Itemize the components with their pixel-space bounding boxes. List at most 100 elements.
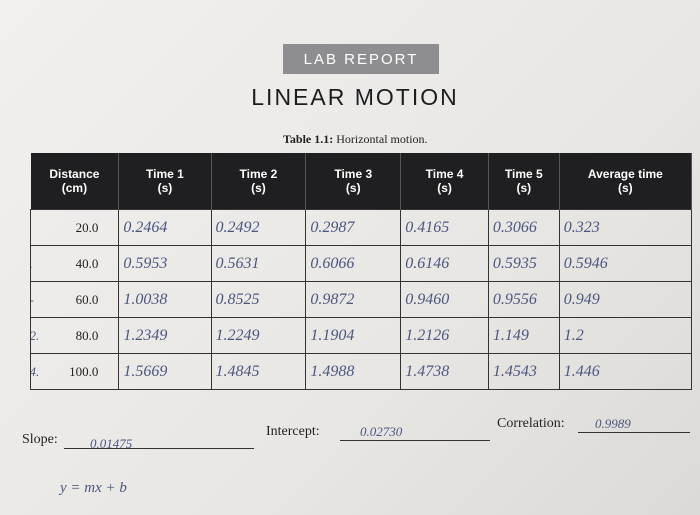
cell-text: 0.9556 [492, 290, 537, 308]
cell-text: 0.6066 [310, 254, 355, 272]
column-header: Time 1 (s) [118, 153, 212, 210]
cell-text: 1.4845 [215, 362, 260, 380]
intercept-value: 0.02730 [360, 424, 403, 439]
header-text: Time 1 [146, 167, 184, 181]
table-row: 8. 40.0 0.5953 0.5631 0.6066 0.6146 0.5935 0.59… [29, 245, 693, 282]
time-cell: 1.1904 [305, 317, 402, 354]
column-header: Average time (s) [559, 153, 693, 210]
time-cell: 1.0038 [118, 281, 212, 318]
cell-text: 1.5669 [123, 362, 168, 380]
title: LINEAR MOTION [251, 84, 459, 110]
time-cell: 0.3066 [487, 209, 560, 246]
time-cell: 0.323 [558, 209, 693, 246]
time-cell: 1.5669 [118, 353, 212, 390]
time-cell: 0.2492 [210, 209, 307, 246]
intercept-label: Intercept: [266, 424, 320, 439]
time-cell: 1.4988 [305, 353, 402, 390]
margin-note: 14. [32, 364, 40, 379]
underline [64, 448, 254, 449]
table-row: 1- 60.0 1.0038 0.8525 0.9872 0.9460 0.9556 0.94… [29, 281, 693, 318]
time-cell: 0.9872 [305, 281, 402, 318]
cell-text: 0.9460 [405, 290, 450, 308]
time-cell: 0.5935 [487, 245, 560, 282]
cell-text: 0.5935 [492, 254, 537, 272]
column-header: Time 5 (s) [488, 153, 560, 210]
header-text: Average time [587, 167, 663, 181]
time-cell: 0.6066 [305, 245, 402, 282]
time-cell: 0.6146 [400, 245, 489, 282]
table-row: 12. 80.0 1.2349 1.2249 1.1904 1.2126 1.149 1.2 [29, 317, 693, 354]
column-header: Time 4 (s) [400, 153, 489, 210]
time-cell: 0.8525 [210, 281, 307, 318]
underline [578, 432, 690, 433]
header-text: (s) [437, 181, 452, 195]
time-cell: 0.2464 [118, 209, 212, 246]
cell-text: 1.2249 [215, 326, 260, 344]
margin-note: 8. [32, 256, 33, 272]
header-text: Distance [49, 167, 100, 181]
cell-text: 1.1904 [310, 326, 355, 344]
cell-text: 100.0 [69, 363, 99, 379]
time-cell: 0.2987 [305, 209, 402, 246]
distance-cell: 14. 100.0 [29, 353, 120, 390]
cell-text: 1.2 [563, 326, 584, 344]
cell-text: 1.4738 [405, 362, 450, 380]
time-cell: 1.2349 [118, 317, 212, 354]
header-row: Distance (cm) Time 1 (s) Time 2 (s) Time 3 (s) T… [30, 153, 693, 210]
cell-text: 0.3066 [492, 218, 537, 236]
time-cell: 0.949 [558, 281, 693, 318]
time-cell: 1.4738 [400, 353, 489, 390]
time-cell: 0.5631 [210, 245, 307, 282]
cell-text: 1.446 [563, 362, 600, 380]
equation-note: y = mx + b [60, 480, 127, 496]
margin-note: 12. [32, 328, 40, 343]
distance-cell: 8. 40.0 [29, 245, 120, 282]
column-header: Distance (cm) [30, 153, 120, 210]
distance-cell: 12. 80.0 [29, 317, 120, 354]
table-body: 620.00.2464 0.2492 0.2987 0.4165 0.3066 0.323… [29, 209, 693, 390]
header-text: Time 5 [504, 167, 543, 181]
cell-text: 0.323 [563, 218, 600, 236]
underline [340, 440, 490, 441]
table-caption: Table 1.1: Horizontal motion. [283, 132, 428, 147]
column-header: Time 2 (s) [211, 153, 307, 210]
banner: LAB REPORT [283, 44, 439, 74]
header-text: (s) [157, 181, 173, 195]
cell-text: 20.0 [75, 219, 99, 235]
cell-text: 0.949 [563, 290, 600, 308]
cell-text: 1.149 [492, 326, 529, 344]
slope-value: 0.01475 [90, 436, 133, 451]
distance-cell: 620.0 [29, 209, 120, 246]
cell-text: 40.0 [75, 255, 99, 271]
header-text: Time 2 [239, 167, 278, 181]
time-cell: 1.446 [558, 353, 693, 390]
cell-text: 80.0 [75, 327, 99, 343]
cell-text: 60.0 [75, 291, 99, 307]
correlation-label: Correlation: [497, 416, 565, 431]
cell-text: 1.2349 [123, 326, 168, 344]
time-cell: 0.5953 [118, 245, 212, 282]
cell-text: 0.2987 [310, 218, 355, 236]
header-text: (s) [618, 181, 633, 195]
margin-note: 1- [32, 292, 34, 308]
cell-text: 1.4988 [310, 362, 355, 380]
cell-text: 0.2464 [123, 218, 168, 236]
caption-label: Table 1.1: [283, 132, 334, 146]
time-cell: 1.4845 [210, 353, 307, 390]
cell-text: 1.4543 [492, 362, 537, 380]
cell-text: 0.8525 [215, 290, 260, 308]
cell-text: 0.5946 [563, 254, 608, 272]
header-text: (s) [516, 181, 532, 195]
caption-text: Horizontal motion. [336, 132, 428, 146]
header-text: Time 3 [334, 167, 373, 181]
header-text: (cm) [61, 181, 88, 195]
cell-text: 0.4165 [405, 218, 450, 236]
header-text: (s) [251, 181, 266, 195]
time-cell: 1.2249 [210, 317, 307, 354]
slope-label: Slope: [22, 432, 58, 447]
time-cell: 1.4543 [487, 353, 560, 390]
table-row: 14. 100.0 1.5669 1.4845 1.4988 1.4738 1.4543 1.… [29, 353, 693, 390]
time-cell: 0.9460 [400, 281, 489, 318]
correlation-value: 0.9989 [595, 416, 631, 431]
